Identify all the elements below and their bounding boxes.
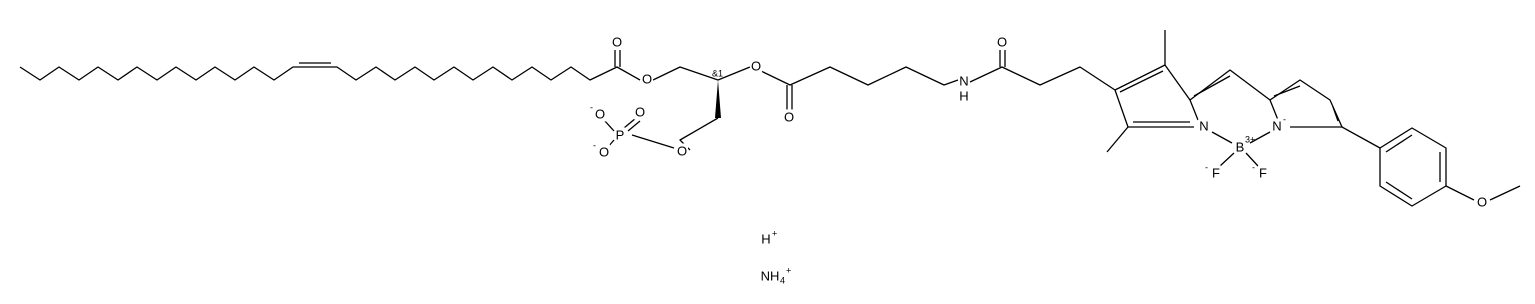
label-background bbox=[1271, 118, 1283, 134]
bond bbox=[1341, 126, 1381, 149]
label-background bbox=[633, 104, 647, 120]
label-background bbox=[610, 34, 624, 50]
label-background bbox=[749, 58, 763, 74]
atom: F bbox=[1259, 165, 1267, 180]
bond bbox=[1489, 185, 1521, 201]
bond bbox=[1211, 131, 1233, 144]
bond bbox=[627, 120, 641, 132]
atom: N bbox=[1272, 118, 1281, 133]
atom: N bbox=[1199, 118, 1208, 133]
ion-charge: + bbox=[786, 265, 791, 275]
label-background bbox=[759, 268, 781, 284]
atom: H bbox=[959, 88, 968, 103]
charge: 3+ bbox=[1245, 134, 1255, 144]
wedge bbox=[715, 80, 721, 118]
label-background bbox=[1258, 165, 1269, 181]
bond bbox=[1269, 99, 1279, 121]
bonds bbox=[19, 30, 1521, 207]
bond bbox=[1269, 79, 1343, 128]
bond bbox=[1193, 75, 1231, 97]
bond bbox=[969, 66, 1116, 91]
atom: O bbox=[612, 34, 622, 49]
label-background bbox=[958, 73, 970, 89]
charge: - bbox=[1252, 162, 1255, 172]
label-background bbox=[593, 106, 607, 122]
ion: NH bbox=[761, 268, 780, 283]
atom: P bbox=[616, 127, 625, 142]
label-background bbox=[1211, 165, 1222, 181]
atom: B bbox=[1236, 139, 1245, 154]
label-background bbox=[760, 231, 772, 247]
bond bbox=[1273, 85, 1301, 97]
atom: O bbox=[599, 144, 609, 159]
bond bbox=[603, 119, 615, 132]
atom: O bbox=[635, 104, 645, 119]
bond bbox=[760, 66, 959, 86]
bond bbox=[1249, 131, 1271, 144]
atom: O bbox=[595, 106, 605, 121]
bond bbox=[1106, 126, 1129, 153]
atom-labels: O O O O O - O P O - O N H O N B 3+ N - F… bbox=[590, 34, 1489, 210]
label-background bbox=[614, 127, 626, 143]
label-background bbox=[1234, 139, 1246, 155]
label-background bbox=[782, 109, 796, 125]
ion: H bbox=[761, 231, 770, 246]
atom: O bbox=[642, 71, 652, 86]
bond bbox=[1385, 134, 1413, 153]
charge: - bbox=[590, 102, 593, 112]
label-background bbox=[640, 71, 654, 87]
bond bbox=[1219, 152, 1235, 167]
atom: F bbox=[1212, 165, 1220, 180]
bond bbox=[1385, 181, 1413, 200]
bond bbox=[631, 134, 675, 149]
charge: - bbox=[593, 140, 596, 150]
label-background bbox=[597, 144, 611, 160]
bond bbox=[652, 66, 751, 81]
bond bbox=[19, 66, 641, 81]
bond bbox=[623, 117, 637, 129]
ions: H + NH 4 + bbox=[759, 228, 791, 285]
stereo-label: &1 bbox=[712, 68, 723, 78]
bond bbox=[1189, 69, 1271, 101]
atom: O bbox=[1477, 194, 1487, 209]
ion-count: 4 bbox=[780, 275, 785, 285]
atom: O bbox=[677, 143, 687, 158]
ion-charge: + bbox=[772, 228, 777, 238]
bond bbox=[1245, 152, 1259, 167]
charge: - bbox=[1283, 114, 1286, 124]
bond bbox=[1119, 70, 1164, 93]
label-background bbox=[675, 143, 689, 159]
atom: O bbox=[997, 34, 1007, 49]
label-background bbox=[995, 34, 1009, 50]
bond bbox=[1114, 64, 1199, 121]
bond bbox=[1332, 106, 1339, 122]
bond bbox=[1445, 185, 1475, 201]
label-background bbox=[1198, 118, 1210, 134]
label-background bbox=[958, 88, 970, 104]
charge: - bbox=[1205, 162, 1208, 172]
atom: O bbox=[751, 58, 761, 73]
label-background bbox=[1475, 194, 1489, 210]
atom: O bbox=[784, 109, 794, 124]
atom: N bbox=[959, 73, 968, 88]
bond bbox=[1379, 127, 1447, 207]
